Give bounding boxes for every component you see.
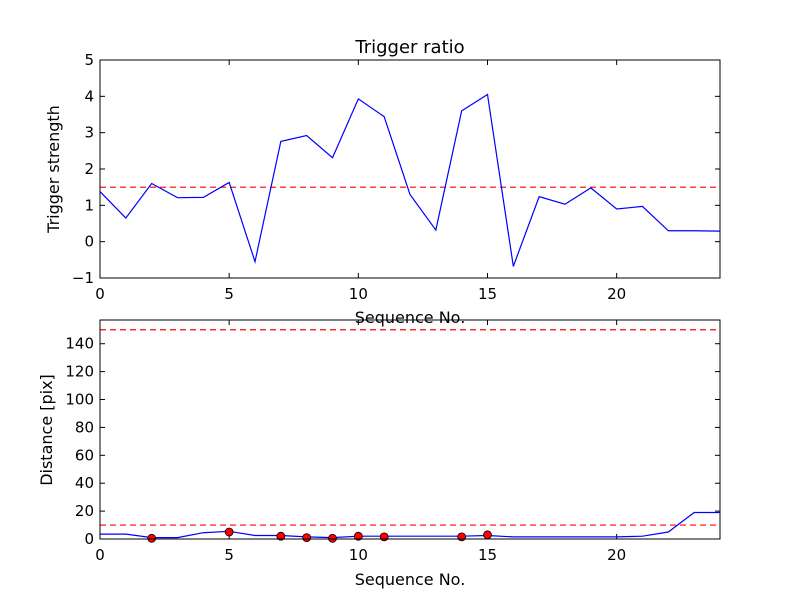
top-series-line <box>99 93 721 267</box>
bottom-x-tick-label: 10 <box>349 546 368 564</box>
bottom-y-tick-label: 120 <box>65 363 94 381</box>
bottom-x-tick-label: 0 <box>95 546 105 564</box>
bottom-y-tick-label: 60 <box>75 446 94 464</box>
bottom-x-tick-label: 15 <box>478 546 497 564</box>
top-plot-frame <box>99 59 721 279</box>
bottom-y-tick-label: 80 <box>75 418 94 436</box>
bottom-x-tick-label: 5 <box>224 546 234 564</box>
top-y-tick-label: −1 <box>72 269 94 287</box>
top-subplot: Trigger ratio Trigger strength Sequence … <box>44 37 721 327</box>
bottom-x-tick-label: 20 <box>607 546 626 564</box>
bottom-data-point <box>328 533 337 543</box>
top-series-group <box>99 93 721 267</box>
bottom-data-point <box>224 527 234 537</box>
bottom-y-axis-label: Distance [pix] <box>37 374 56 486</box>
top-x-ticks: 0 5 10 15 20 <box>95 60 626 303</box>
top-y-tick-label: 3 <box>84 124 94 142</box>
bottom-y-ticks: 0 20 40 60 80 100 120 140 <box>65 335 720 548</box>
top-x-tick-label: 20 <box>607 285 626 303</box>
top-y-tick-label: 5 <box>84 51 94 69</box>
top-y-tick-label: 4 <box>84 87 94 105</box>
top-x-axis-label: Sequence No. <box>355 308 466 327</box>
top-x-tick-label: 0 <box>95 285 105 303</box>
top-y-tick-label: 0 <box>84 233 94 251</box>
bottom-x-ticks: 0 5 10 15 20 <box>95 320 626 564</box>
top-y-axis-label: Trigger strength <box>44 105 63 234</box>
bottom-y-tick-label: 100 <box>65 391 94 409</box>
bottom-x-axis-label: Sequence No. <box>355 570 466 589</box>
top-chart-title: Trigger ratio <box>354 37 464 58</box>
bottom-data-point <box>276 531 286 541</box>
bottom-series-line <box>100 511 720 539</box>
top-y-tick-label: 2 <box>84 160 94 178</box>
bottom-y-tick-label: 0 <box>84 530 94 548</box>
bottom-y-tick-label: 20 <box>75 502 94 520</box>
bottom-series-group <box>100 511 720 543</box>
top-x-tick-label: 10 <box>349 285 368 303</box>
bottom-y-tick-label: 40 <box>75 474 94 492</box>
bottom-subplot: Distance [pix] Sequence No. 0 5 10 15 20 0 20… <box>37 319 721 589</box>
bottom-data-point <box>147 533 157 543</box>
top-x-tick-label: 15 <box>478 285 497 303</box>
bottom-data-point <box>379 532 389 542</box>
top-x-tick-label: 5 <box>224 285 234 303</box>
bottom-data-point <box>353 531 363 541</box>
bottom-data-point <box>483 530 492 540</box>
bottom-data-point <box>302 533 312 543</box>
top-y-tick-label: 1 <box>84 196 94 214</box>
bottom-y-tick-label: 140 <box>65 335 94 353</box>
bottom-plot-frame <box>99 319 721 540</box>
top-y-ticks: −1 0 1 2 3 4 5 <box>72 51 720 287</box>
bottom-data-point <box>457 532 467 542</box>
bottom-reference-lines <box>100 329 720 526</box>
